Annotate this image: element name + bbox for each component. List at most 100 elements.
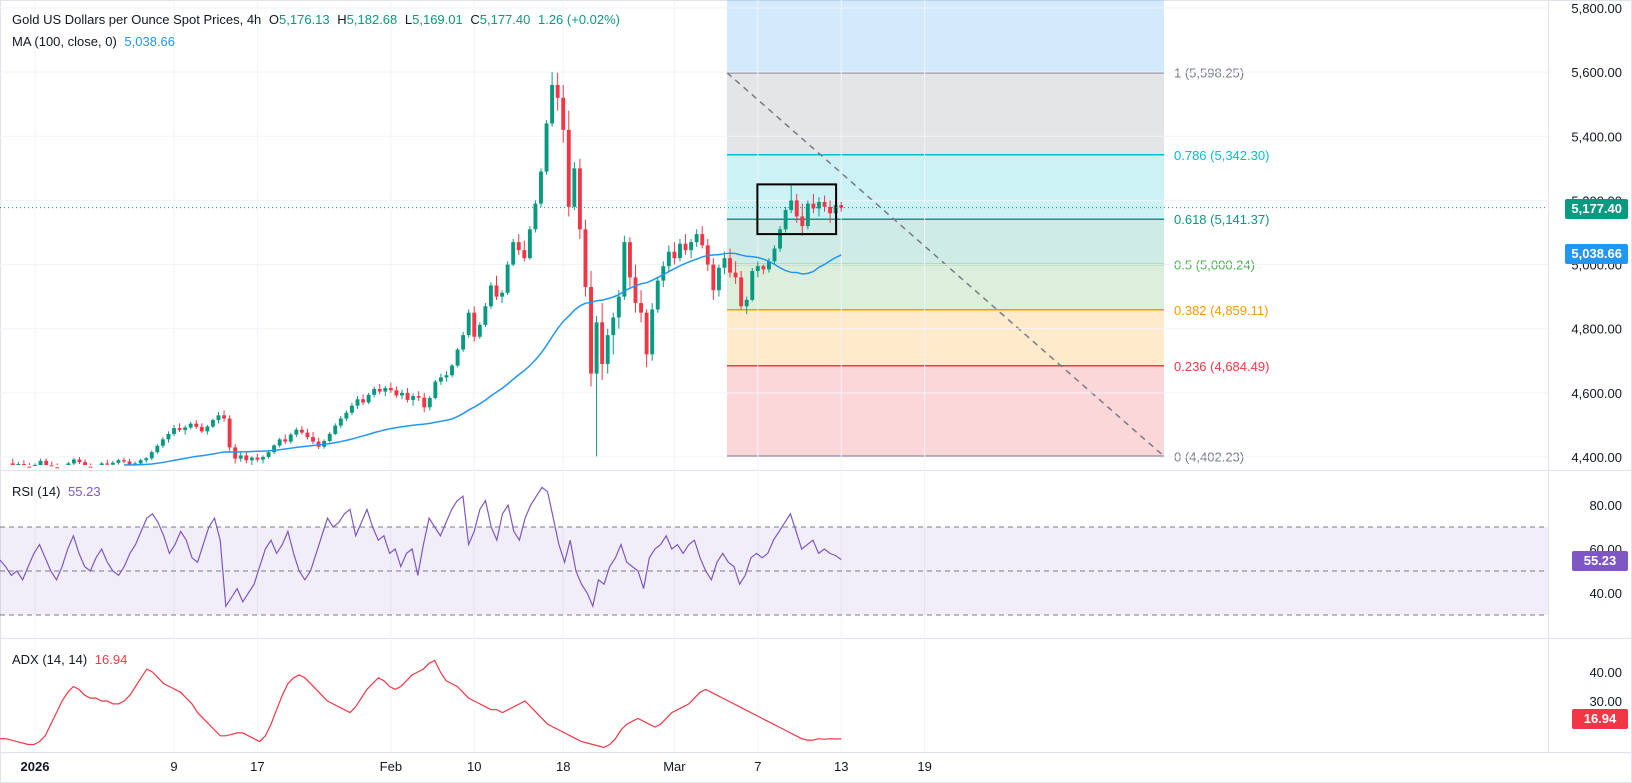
candle-body xyxy=(800,216,805,227)
low-label: L xyxy=(404,12,413,27)
candle-body xyxy=(294,429,299,435)
main-legend: Gold US Dollars per Ounce Spot Prices, 4… xyxy=(12,12,624,27)
candle-body xyxy=(766,261,771,270)
candle-body xyxy=(783,210,788,230)
candle-body xyxy=(233,447,238,459)
candle-body xyxy=(616,296,621,318)
price-tick-label: 4,600.00 xyxy=(1571,386,1622,401)
candle-body xyxy=(166,433,171,440)
adx-legend[interactable]: ADX (14, 14) 16.94 xyxy=(12,652,131,667)
candle-body xyxy=(733,272,738,278)
time-tick-label: 17 xyxy=(250,759,264,774)
candle-body xyxy=(488,285,493,307)
symbol-title[interactable]: Gold US Dollars per Ounce Spot Prices, 4… xyxy=(12,12,262,27)
candle-body xyxy=(400,392,404,396)
candle-body xyxy=(366,394,371,403)
candle-body xyxy=(255,457,260,460)
candle-body xyxy=(394,390,399,396)
ma-value: 5,038.66 xyxy=(124,34,176,49)
candle-body xyxy=(444,375,449,378)
candle-body xyxy=(683,243,688,251)
candle-body xyxy=(110,462,115,465)
candle-body xyxy=(822,202,827,207)
candle-body xyxy=(172,428,176,434)
candle-body xyxy=(828,206,833,214)
fib-zone-top xyxy=(727,0,1164,73)
fib-zone xyxy=(727,309,1164,366)
adx-tick-label: 30.00 xyxy=(1589,694,1622,709)
candle-body xyxy=(805,203,810,227)
rsi-value: 55.23 xyxy=(68,484,101,499)
candle-body xyxy=(411,396,416,400)
candle-body xyxy=(661,266,666,281)
time-tick-label: 19 xyxy=(917,759,931,774)
candle-body xyxy=(338,418,343,426)
candle-body xyxy=(377,389,382,392)
candle-body xyxy=(316,441,321,447)
candle-body xyxy=(750,270,755,300)
candle-body xyxy=(49,465,54,467)
candle-body xyxy=(450,365,454,376)
candle-body xyxy=(700,234,705,246)
candle-body xyxy=(761,266,766,270)
candle-body xyxy=(194,423,199,427)
adx-value: 16.94 xyxy=(94,652,128,667)
candle-body xyxy=(461,335,466,350)
candle-body xyxy=(99,463,104,465)
candle-body xyxy=(778,229,783,249)
candle-body xyxy=(594,322,599,374)
candle-body xyxy=(144,458,149,461)
candle-body xyxy=(205,426,210,432)
candle-body xyxy=(817,202,821,209)
candle-body xyxy=(177,428,182,431)
candle-body xyxy=(689,242,694,251)
price-tick-label: 4,800.00 xyxy=(1571,322,1622,337)
candle-body xyxy=(672,251,677,259)
candle-body xyxy=(527,229,532,259)
candle-body xyxy=(183,427,188,431)
candle-body xyxy=(127,461,132,465)
candle-body xyxy=(216,415,221,421)
candle-body xyxy=(83,462,88,465)
candle-body xyxy=(500,292,505,297)
candle-body xyxy=(55,467,60,469)
fib-level-label: 0.618 (5,141.37) xyxy=(1174,212,1269,227)
candle-body xyxy=(566,129,571,207)
candle-body xyxy=(299,429,304,433)
rsi-tick-label: 80.00 xyxy=(1589,498,1622,513)
candle-body xyxy=(21,464,26,466)
ma-legend[interactable]: MA (100, close, 0) 5,038.66 xyxy=(12,34,179,49)
candle-body xyxy=(138,460,143,464)
fib-zone xyxy=(727,264,1164,310)
candle-body xyxy=(589,287,593,374)
price-tick-label: 5,600.00 xyxy=(1571,65,1622,80)
candle-body xyxy=(272,445,277,453)
rsi-legend[interactable]: RSI (14) 55.23 xyxy=(12,484,105,499)
candle-body xyxy=(222,415,227,419)
candle-body xyxy=(238,455,243,459)
price-tick-label: 5,400.00 xyxy=(1571,129,1622,144)
rsi-badge: 55.23 xyxy=(1572,551,1628,571)
high-label: H xyxy=(337,12,347,27)
candle-body xyxy=(288,434,293,442)
fib-zone xyxy=(727,154,1164,220)
time-tick-label: Mar xyxy=(663,759,686,774)
candle-body xyxy=(650,309,655,355)
consolidation-box xyxy=(756,183,838,236)
candle-body xyxy=(728,258,732,273)
time-tick-label: 13 xyxy=(834,759,848,774)
candle-body xyxy=(10,463,15,465)
candle-body xyxy=(789,200,794,211)
candle-body xyxy=(694,234,699,243)
candle-body xyxy=(605,335,610,364)
ma-badge: 5,038.66 xyxy=(1565,244,1628,264)
candle-body xyxy=(755,266,760,271)
candle-body xyxy=(772,248,777,262)
adx-label: ADX (14, 14) xyxy=(12,652,88,667)
candle-body xyxy=(655,280,660,310)
close-value: 5,177.40 xyxy=(479,12,531,27)
candle-body xyxy=(311,437,315,442)
candle-body xyxy=(38,460,43,465)
candle-body xyxy=(577,168,582,230)
